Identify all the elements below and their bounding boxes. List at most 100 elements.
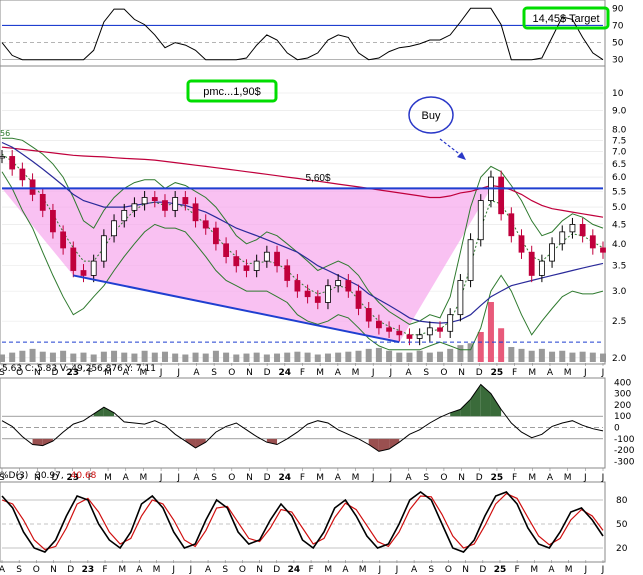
- cci-fill-pos: [490, 393, 502, 417]
- cci-x-tick: A: [547, 473, 554, 483]
- cci-x-tick: M: [528, 473, 536, 483]
- price-x-tick: M: [104, 368, 112, 378]
- stoch-x-tick: D: [67, 565, 74, 575]
- cci-x-tick: A: [335, 473, 342, 483]
- price-x-tick: J: [159, 368, 163, 378]
- candle-body: [559, 231, 566, 245]
- candle-body: [406, 334, 413, 339]
- stoch-x-tick: A: [548, 565, 555, 575]
- volume-bar: [49, 352, 56, 362]
- volume-bar: [355, 350, 362, 362]
- cci-y-tick: 100: [614, 412, 631, 422]
- candle-body: [223, 243, 230, 258]
- stoch-x-tick: M: [359, 565, 367, 575]
- candle-body: [375, 320, 382, 329]
- price-x-tick: A: [547, 368, 554, 378]
- top-oscillator-line: [1, 7, 604, 61]
- stoch-x-tick: N: [256, 565, 263, 575]
- buy-arrow-head: [457, 152, 466, 160]
- candle-body: [0, 156, 5, 159]
- cci-fill-neg: [378, 438, 390, 452]
- candle-body: [294, 280, 301, 292]
- cci-y-tick: -200: [614, 446, 635, 456]
- volume-bar: [437, 351, 444, 362]
- price-x-tick: A: [193, 368, 200, 378]
- cci-x-tick: J: [371, 473, 375, 483]
- candle-body: [70, 247, 77, 271]
- candle-body: [50, 209, 56, 233]
- volume-bar: [111, 350, 118, 362]
- stoch-x-tick: J: [189, 565, 193, 575]
- price-x-tick: J: [583, 368, 587, 378]
- stoch-x-tick: J: [584, 565, 588, 575]
- price-x-tick: S: [423, 368, 429, 378]
- ma-mid-line: [1, 141, 604, 324]
- candle-body: [355, 290, 362, 309]
- volume-bar: [467, 343, 474, 362]
- pmc-box: [186, 79, 278, 103]
- cci-x-tick: M: [352, 473, 360, 483]
- volume-bar: [447, 348, 454, 362]
- cci-x-tick: A: [193, 473, 200, 483]
- volume-bar: [0, 354, 5, 362]
- price-x-tick: J: [371, 368, 375, 378]
- price-x-tick: D: [476, 368, 483, 378]
- candle-body: [304, 290, 311, 298]
- candle-body: [579, 223, 586, 237]
- top-y-tick: 30: [612, 56, 624, 66]
- cci-fill-neg: [368, 438, 379, 452]
- volume-bar: [386, 350, 393, 362]
- top-y-tick: 70: [612, 21, 624, 31]
- volume-bar: [426, 352, 433, 362]
- cci-x-tick: N: [246, 473, 253, 483]
- volume-bar: [233, 354, 240, 362]
- top-oscillator-panel: [0, 0, 606, 67]
- volume-bar: [141, 350, 148, 362]
- volume-bar: [304, 352, 311, 362]
- volume-bar: [202, 353, 209, 362]
- candle-body: [457, 280, 464, 316]
- candle-body: [274, 251, 280, 267]
- stoch-x-tick: M: [565, 565, 573, 575]
- stoch-x-tick: F: [308, 565, 313, 575]
- cci-fill-neg: [389, 438, 400, 450]
- volume-bar: [294, 351, 301, 362]
- target-box: [522, 6, 610, 30]
- volume-bar: [39, 351, 46, 362]
- stoch-label: %D(3) 30.97, 40.68: [0, 471, 97, 481]
- stoch-x-tick: 24: [288, 565, 301, 575]
- stoch-x-tick: D: [479, 565, 486, 575]
- stoch-x-tick: O: [33, 565, 40, 575]
- price-y-tick: 4.5: [612, 220, 626, 230]
- top-y-tick: 90: [612, 4, 624, 14]
- candle-body: [477, 200, 484, 241]
- candle-body: [335, 280, 342, 287]
- price-x-tick: O: [440, 368, 447, 378]
- stoch-x-tick: N: [462, 565, 469, 575]
- candle-body: [29, 179, 36, 195]
- price-x-tick: J: [601, 368, 605, 378]
- price-x-tick: 23: [66, 368, 79, 378]
- volume-bar: [406, 352, 413, 362]
- cci-y-tick: -300: [614, 457, 635, 467]
- price-x-tick: 25: [491, 368, 504, 378]
- stoch-x-tick: M: [118, 565, 126, 575]
- volume-bar: [538, 348, 545, 362]
- price-x-tick: M: [352, 368, 360, 378]
- stoch-x-tick: A: [411, 565, 418, 575]
- volume-bar: [559, 350, 566, 362]
- support-trendline: [73, 274, 400, 344]
- volume-bar: [508, 347, 515, 362]
- candle-body: [253, 260, 260, 271]
- candle-body: [111, 220, 117, 237]
- stoch-x-tick: S: [222, 565, 228, 575]
- cci-x-tick: J: [159, 473, 163, 483]
- ma-marker-label: 56: [0, 129, 10, 138]
- stoch-x-tick: J: [377, 565, 381, 575]
- volume-bar: [90, 354, 97, 362]
- candle-body: [569, 223, 576, 233]
- volume-bar: [518, 348, 525, 362]
- price-x-tick: D: [52, 368, 59, 378]
- candle-body: [182, 197, 189, 205]
- cci-fill-pos: [470, 384, 481, 417]
